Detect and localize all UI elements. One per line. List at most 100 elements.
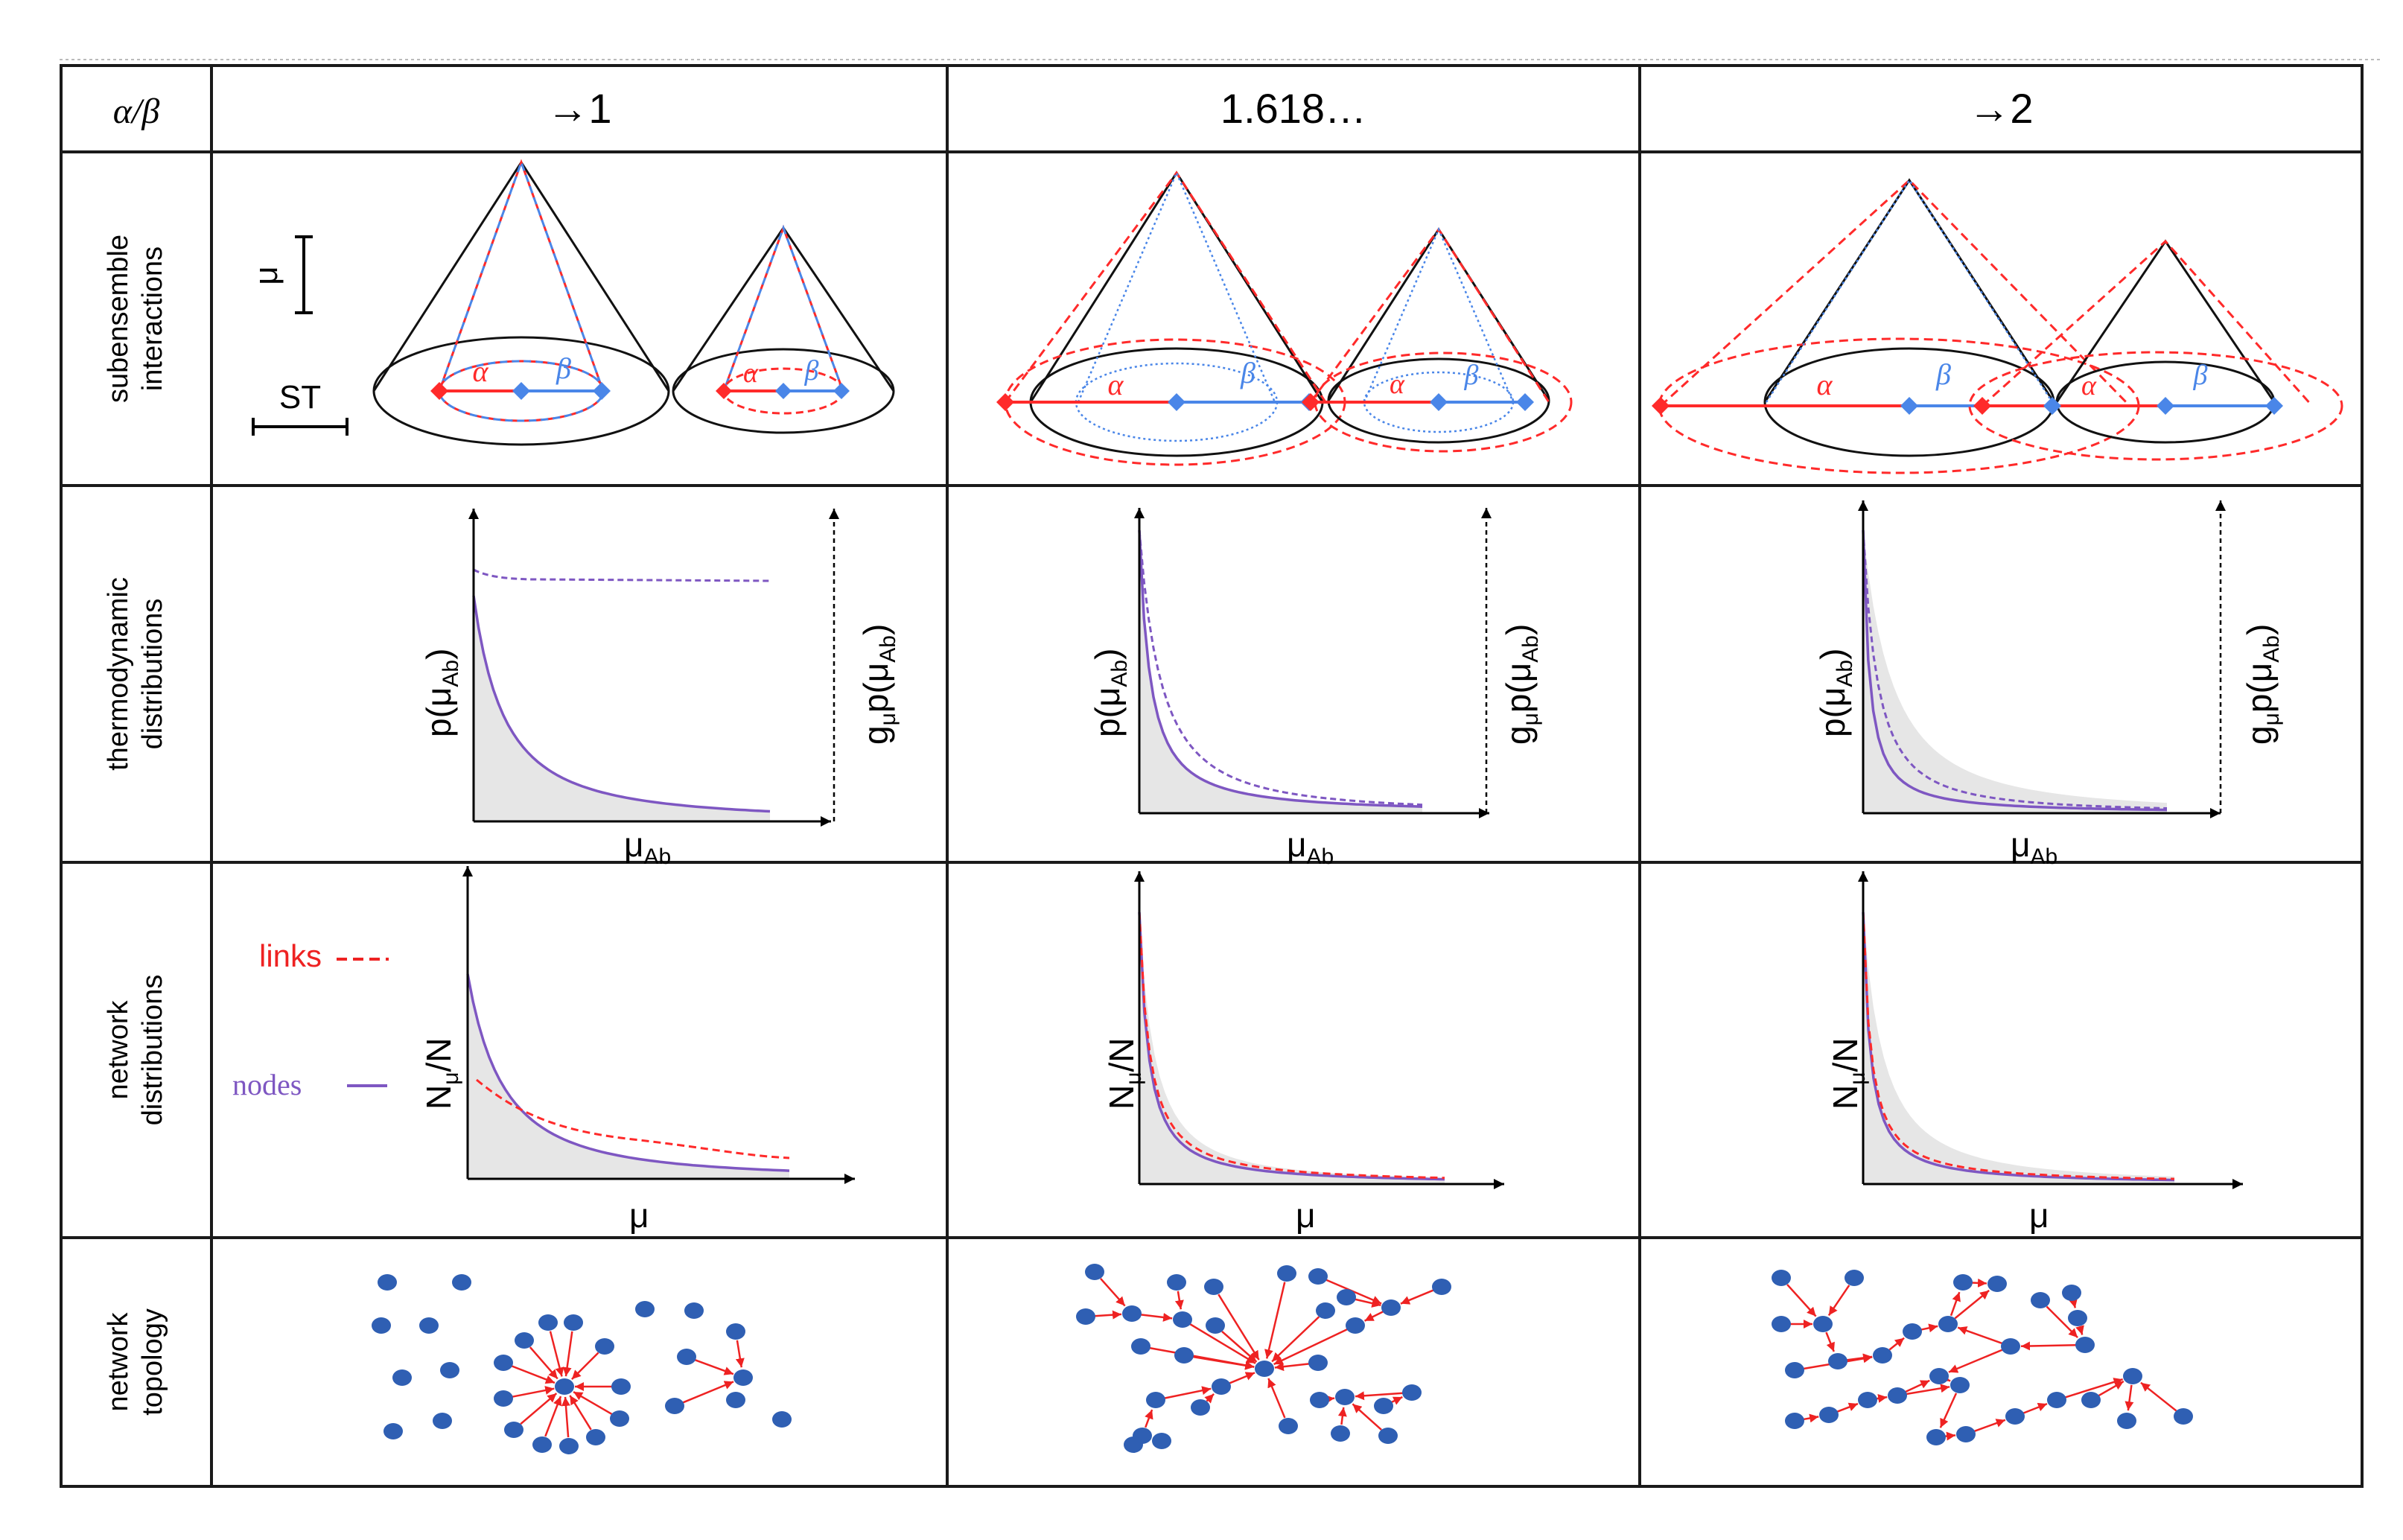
beta-endpoint-6: [2265, 397, 2283, 415]
cone-1b-inner-red: [722, 224, 844, 392]
svg-text:thermodynamic: thermodynamic: [103, 577, 134, 771]
topology-layer: [372, 1264, 2193, 1454]
header-col-2: 1.618…: [1220, 85, 1366, 132]
link-26: [1391, 1396, 1403, 1405]
node-c: [1122, 1305, 1142, 1322]
thermo-dashed-curve-1: [473, 568, 771, 582]
thermo-dashed-curve-3: [1862, 529, 2168, 809]
row-label-3: network distributions: [103, 975, 168, 1126]
svg-text:topology: topology: [137, 1308, 168, 1416]
netdist-nodes-curve-2: [1138, 911, 1445, 1181]
netdist-ylabel-3: Nμ/N: [1826, 1037, 1870, 1110]
center-point-6: [2157, 397, 2174, 415]
netdist-links-curve-1: [476, 1078, 790, 1159]
cone-3a-outer-red: [1659, 178, 2131, 407]
link-11: [1273, 1329, 1348, 1366]
netdist-xlabel-1: μ: [629, 1196, 649, 1235]
beta-label-6: β: [2193, 360, 2208, 391]
center-point-3: [1168, 393, 1185, 411]
node-j: [1308, 1268, 1328, 1285]
node-y: [2117, 1413, 2136, 1429]
row-label-1: subensemble interactions: [103, 235, 168, 403]
link-1: [1140, 1313, 1173, 1322]
node-p: [1929, 1368, 1949, 1384]
node-t: [1191, 1399, 1210, 1416]
isolated-node-12: [772, 1411, 792, 1428]
spoke-node-11: [515, 1332, 534, 1349]
node-x: [1279, 1418, 1298, 1434]
hub-link-2: [520, 1393, 558, 1425]
node-z: [2174, 1408, 2193, 1425]
small-link-2: [735, 1340, 745, 1368]
node-j: [1953, 1274, 1973, 1291]
hub-link-3: [544, 1396, 562, 1437]
node-f: [1204, 1279, 1223, 1295]
spoke-node-10: [538, 1314, 558, 1331]
link-17: [1906, 1384, 1950, 1396]
alpha-label-4: α: [1390, 369, 1405, 400]
alpha-label-2: α: [743, 357, 759, 389]
spoke-node-9: [564, 1314, 583, 1331]
header-col-1: →1: [547, 85, 611, 132]
cluster-node-1: [733, 1369, 753, 1386]
header-corner: α/β: [113, 92, 160, 131]
node-i: [1277, 1265, 1296, 1282]
hub-link-5: [569, 1395, 592, 1431]
cone-2b-sides: [1327, 227, 1550, 401]
thermo-labels-col2: p(μAb) gμp(μAb) μAb: [1088, 624, 1543, 869]
spoke-node-8: [595, 1338, 614, 1355]
svg-text:distributions: distributions: [137, 599, 168, 750]
thermo-fill-3: [1863, 530, 2167, 813]
cone-2b-outer-ellipse: [1314, 351, 1573, 453]
thermo-ylabel-left-1: p(μAb): [419, 649, 463, 737]
cluster-node-0: [677, 1349, 696, 1365]
link-10: [1271, 1316, 1320, 1363]
isolated-node-8: [635, 1301, 655, 1317]
node-s: [1926, 1429, 1946, 1445]
row-label-2: thermodynamic distributions: [103, 577, 168, 771]
header-col-3: →2: [1968, 85, 2033, 132]
beta-endpoint-5: [2043, 397, 2061, 415]
link-15: [1363, 1311, 1384, 1322]
beta-label-2: β: [804, 355, 819, 386]
netdist-col1: [462, 866, 855, 1184]
isolated-node-5: [440, 1362, 459, 1378]
spoke-node-1: [494, 1390, 513, 1407]
isolated-node-7: [433, 1413, 452, 1429]
alpha-endpoint-2: [716, 383, 732, 399]
link-29: [1905, 1379, 1930, 1393]
link-14: [1957, 1326, 2003, 1345]
topology-col2: [1076, 1264, 1451, 1453]
link-25: [2140, 1381, 2177, 1412]
topology-col3: [1772, 1270, 2193, 1445]
node-g1: [1873, 1347, 1892, 1364]
thermo-ylabel-left-2: p(μAb): [1088, 649, 1132, 737]
node-h: [1903, 1323, 1922, 1340]
netdist-ylabel-1: Nμ/N: [419, 1037, 463, 1110]
node-bb: [1819, 1407, 1839, 1423]
link-22: [1267, 1378, 1286, 1419]
cone-2a-sides: [1029, 171, 1324, 403]
mu-scale-label: μ: [248, 266, 284, 284]
isolated-node-10: [726, 1323, 745, 1340]
node-ee: [1152, 1433, 1171, 1449]
node-dd: [2068, 1310, 2087, 1326]
link-5: [1218, 1294, 1260, 1361]
cone-2b-inner-blue: [1363, 226, 1515, 403]
node-l: [1337, 1289, 1356, 1305]
beta-label-5: β: [1935, 357, 1951, 391]
center-point-5: [1900, 397, 1918, 415]
alpha-endpoint: [430, 382, 448, 400]
link-18: [1939, 1393, 1958, 1428]
hub-link-10: [549, 1331, 564, 1377]
cone-2b-outer-red: [1309, 227, 1550, 403]
beta-endpoint: [593, 382, 611, 400]
link-8: [1192, 1355, 1255, 1370]
thermo-fill-2: [1139, 530, 1422, 813]
node-o: [2001, 1338, 2020, 1355]
node-dd: [1124, 1436, 1143, 1453]
node-t: [1956, 1426, 1976, 1442]
link-13: [2075, 1325, 2084, 1335]
node-a: [1085, 1264, 1104, 1280]
